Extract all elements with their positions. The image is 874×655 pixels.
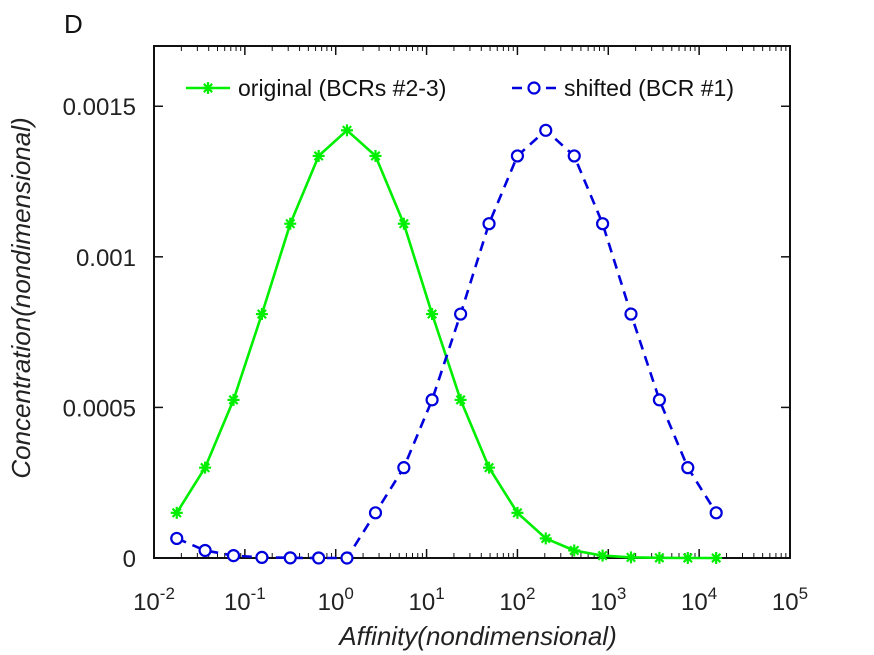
plot-frame — [153, 45, 791, 559]
legend-label: shifted (BCR #1) — [564, 75, 734, 101]
asterisk-marker — [255, 308, 268, 321]
circle-marker — [454, 307, 468, 321]
circle-marker — [397, 461, 411, 475]
circle-marker — [170, 531, 184, 546]
asterisk-marker — [199, 461, 212, 474]
circle-marker — [709, 506, 723, 520]
asterisk-marker — [624, 551, 637, 564]
y-tick-label: 0.001 — [76, 245, 136, 272]
legend-label: original (BCRs #2-3) — [238, 75, 446, 101]
circle-marker — [283, 551, 297, 565]
circle-marker — [624, 307, 638, 321]
x-tick-label: 104 — [681, 584, 717, 616]
y-axis: 0 0.0005 0.001 0.0015 — [63, 94, 790, 573]
circle-marker — [567, 149, 581, 163]
circle-marker — [527, 81, 541, 95]
axes-frame — [153, 45, 791, 559]
series-layer — [170, 123, 723, 565]
x-axis: 10-2 10-1 100 101 102 103 104 105 — [133, 46, 808, 616]
asterisk-marker — [202, 82, 214, 94]
asterisk-marker — [681, 551, 694, 564]
series-line — [175, 129, 717, 560]
y-axis-title: Concentration(nondimensional) — [6, 117, 36, 478]
asterisk-marker — [426, 308, 439, 321]
asterisk-marker — [596, 549, 609, 562]
asterisk-marker — [454, 393, 467, 406]
series-line — [176, 129, 718, 560]
y-tick-label: 0 — [123, 546, 136, 573]
y-tick-label: 0.0015 — [63, 94, 136, 121]
circle-marker — [226, 548, 241, 563]
legend: original (BCRs #2-3) shifted (BCR #1) — [186, 75, 734, 101]
circle-marker — [482, 217, 496, 231]
circle-marker — [681, 461, 695, 475]
panel-label: D — [64, 9, 83, 39]
asterisk-marker — [340, 124, 353, 137]
circle-marker — [652, 393, 666, 407]
asterisk-marker — [170, 506, 183, 519]
asterisk-marker — [397, 217, 410, 230]
circle-marker — [368, 506, 383, 520]
circle-marker — [510, 149, 525, 163]
x-tick-label: 102 — [499, 584, 535, 616]
circle-marker — [596, 217, 610, 231]
x-tick-label: 103 — [590, 584, 626, 616]
asterisk-marker — [539, 532, 552, 545]
x-tick-label: 100 — [318, 584, 354, 616]
series-0 — [170, 124, 723, 564]
asterisk-marker — [227, 393, 240, 406]
x-tick-label: 10-1 — [224, 584, 266, 616]
series-1 — [170, 123, 723, 565]
circle-marker — [425, 393, 439, 407]
asterisk-marker — [511, 506, 524, 519]
asterisk-marker — [312, 149, 325, 162]
circle-marker — [198, 543, 212, 558]
circle-marker — [312, 551, 326, 565]
asterisk-marker — [710, 552, 723, 564]
x-axis-title: Affinity(nondimensional) — [337, 621, 616, 651]
asterisk-marker — [653, 551, 666, 564]
circle-marker — [539, 123, 553, 137]
circle-marker — [255, 550, 269, 564]
x-tick-label: 10-2 — [133, 584, 175, 616]
x-tick-label: 101 — [408, 584, 444, 616]
circle-marker — [340, 551, 354, 565]
asterisk-marker — [568, 544, 581, 557]
asterisk-marker — [284, 217, 297, 230]
x-tick-label: 105 — [772, 584, 808, 616]
asterisk-marker — [369, 149, 382, 162]
y-tick-label: 0.0005 — [63, 395, 136, 422]
asterisk-marker — [483, 461, 496, 474]
